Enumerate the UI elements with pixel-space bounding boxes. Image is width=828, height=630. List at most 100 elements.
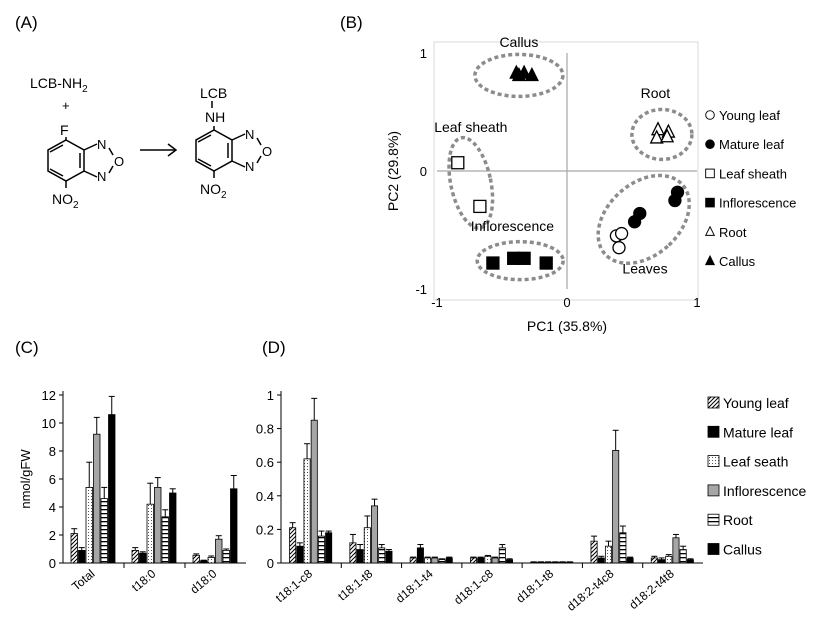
bar-mature-leaf-t18-1-t8 (356, 549, 364, 564)
bar-root-total (100, 498, 108, 564)
bar-young-leaf-t18-1-c8 (289, 527, 297, 564)
bar-young-leaf-d18-2-t4c8 (590, 540, 598, 564)
bar-young-leaf-d18-1-c8 (469, 557, 477, 564)
reactant-lcb-nh2: LCB-NH2 (30, 75, 88, 95)
x-tick-label: t18:1-c8 (273, 566, 315, 605)
pca-group-label-inflorescence: Inflorescence (471, 218, 554, 234)
bar-mature-leaf-total (78, 550, 86, 564)
legend-swatch-root (707, 513, 720, 526)
pca-point-callus (511, 66, 526, 82)
legend-label-mature-leaf: Mature leaf (723, 424, 793, 440)
bar-callus-t18-1-c8 (325, 532, 333, 564)
pca-point-inflorescence (486, 256, 500, 270)
panel-label-c: (C) (15, 338, 39, 357)
bar-inflorescence-t18-1-c8 (310, 419, 318, 564)
bar-inflorescence-d18-1-c8 (491, 557, 499, 564)
pca-legend-label-leaf-sheath: Leaf sheath (719, 166, 787, 181)
panel-label-d: (D) (262, 338, 286, 357)
x-tick-label: t18:1-t8 (335, 566, 375, 603)
bar-young-leaf-t18-1-t8 (349, 542, 357, 564)
pca-point-inflorescence (539, 256, 553, 270)
bar-callus-t18-0 (169, 492, 177, 564)
bar-leaf-seath-d18-0 (207, 557, 215, 564)
nbd-product-molecule (195, 126, 262, 178)
pca-plot: -1 0 1 1 0 -1 PC1 (35.8%) PC2 (29.8%) Callus Root… (385, 34, 796, 334)
pca-point-young-leaf (612, 241, 626, 255)
bar-inflorescence-d18-1-t4 (431, 557, 439, 564)
bar-mature-leaf-d18-2-t4c8 (597, 557, 605, 564)
product-lcb: LCB (200, 85, 227, 101)
bar-leaf-seath-d18-2-t4c8 (604, 545, 612, 564)
pca-legend-marker-callus (704, 254, 716, 266)
bar-inflorescence-total (93, 433, 101, 564)
y-tick-label: 1 (267, 388, 274, 403)
bar-mature-leaf-d18-1-c8 (477, 557, 485, 564)
ring-n-bottom-left: N (97, 169, 106, 184)
y-tick-label: 6 (49, 472, 56, 487)
bar-young-leaf-d18-1-t4 (409, 557, 417, 564)
bar-leaf-seath-t18-1-t8 (363, 527, 371, 564)
pca-y-axis-label: PC2 (29.8%) (385, 131, 401, 211)
x-tick-label: d18:0 (187, 566, 219, 596)
ring-o-left: O (114, 154, 124, 169)
y-tick-label: 4 (49, 500, 56, 515)
pca-point-callus (524, 66, 539, 82)
legend-swatch-inflorescence (707, 484, 720, 497)
bar-leaf-seath-d18-1-c8 (484, 555, 492, 564)
fluoro-label: F (60, 122, 69, 138)
x-tick-label: d18:2-t4c8 (564, 566, 617, 613)
y-tick-label: 0 (267, 556, 274, 571)
bar-inflorescence-t18-1-t8 (371, 505, 379, 564)
nitro-right: NO2 (200, 181, 227, 201)
x-tick-label: d18:2-t4t8 (626, 566, 677, 612)
bar-mature-leaf-d18-1-t4 (416, 547, 424, 564)
pca-legend-label-root: Root (719, 225, 747, 240)
bar-root-d18-2-t4t8 (679, 549, 687, 564)
x-tick-label: d18:1-c8 (451, 566, 496, 607)
pca-x-tick-label: 0 (563, 295, 570, 310)
pca-legend-label-mature-leaf: Mature leaf (719, 137, 784, 152)
bar-root-d18-1-c8 (498, 547, 506, 564)
pca-legend-marker-leaf-sheath (705, 168, 715, 179)
ring-o-right: O (262, 144, 272, 159)
pca-group-label-root: Root (641, 85, 671, 101)
legend-label-inflorescence: Inflorescence (723, 483, 806, 499)
bar-root-d18-2-t4c8 (619, 532, 627, 564)
pca-group-outline-leaf-sheath (447, 135, 495, 230)
pca-point-mature-leaf (670, 185, 685, 199)
pca-legend-marker-mature-leaf (705, 139, 715, 149)
x-tick-label: d18:1-t4 (393, 566, 436, 605)
bar-young-leaf-total (70, 533, 78, 564)
pca-x-axis-label: PC1 (35.8%) (527, 318, 607, 334)
nbdf-molecule (47, 137, 114, 188)
bar-mature-leaf-t18-1-c8 (296, 545, 304, 564)
x-tick-label: d18:1-t8 (513, 566, 556, 605)
y-axis-label: nmol/gFW (18, 449, 33, 509)
panel-label-b: (B) (340, 13, 363, 32)
pca-group-outline-leaves (596, 173, 691, 266)
legend-swatch-callus (707, 543, 720, 555)
pca-point-leaf-sheath (451, 156, 465, 170)
bar-inflorescence-t18-0 (154, 486, 162, 564)
pca-legend-marker-inflorescence (705, 197, 715, 208)
pca-group-label-leaves: Leaves (622, 261, 667, 277)
pca-group-label-callus: Callus (499, 34, 538, 50)
nitro-left: NO2 (52, 191, 79, 211)
pca-x-tick-label: 1 (693, 295, 700, 310)
bar-leaf-seath-total (85, 486, 93, 564)
y-tick-label: 0.8 (256, 422, 274, 437)
plus-sign: + (62, 98, 70, 113)
ring-n-bottom-right: N (245, 159, 254, 174)
bar-leaf-seath-t18-1-c8 (303, 458, 311, 564)
pca-group-label-leaf-sheath: Leaf sheath (434, 119, 507, 135)
y-tick-label: 8 (49, 444, 56, 459)
pca-legend-marker-young-leaf (705, 110, 715, 120)
bar-chart-d: 0 0.2 0.4 0.6 0.8 1 t18:1-c8 t18:1-t8 d18:1-t4 d1… (256, 388, 807, 614)
pca-legend-label-young-leaf: Young leaf (719, 108, 780, 123)
pca-point-root (660, 128, 675, 143)
bar-inflorescence-d18-0 (215, 538, 223, 564)
pca-y-tick-label: 0 (420, 164, 427, 179)
bar-inflorescence-d18-2-t4c8 (612, 450, 620, 564)
bar-root-d18-0 (222, 550, 230, 564)
y-tick-label: 0.6 (256, 455, 274, 470)
